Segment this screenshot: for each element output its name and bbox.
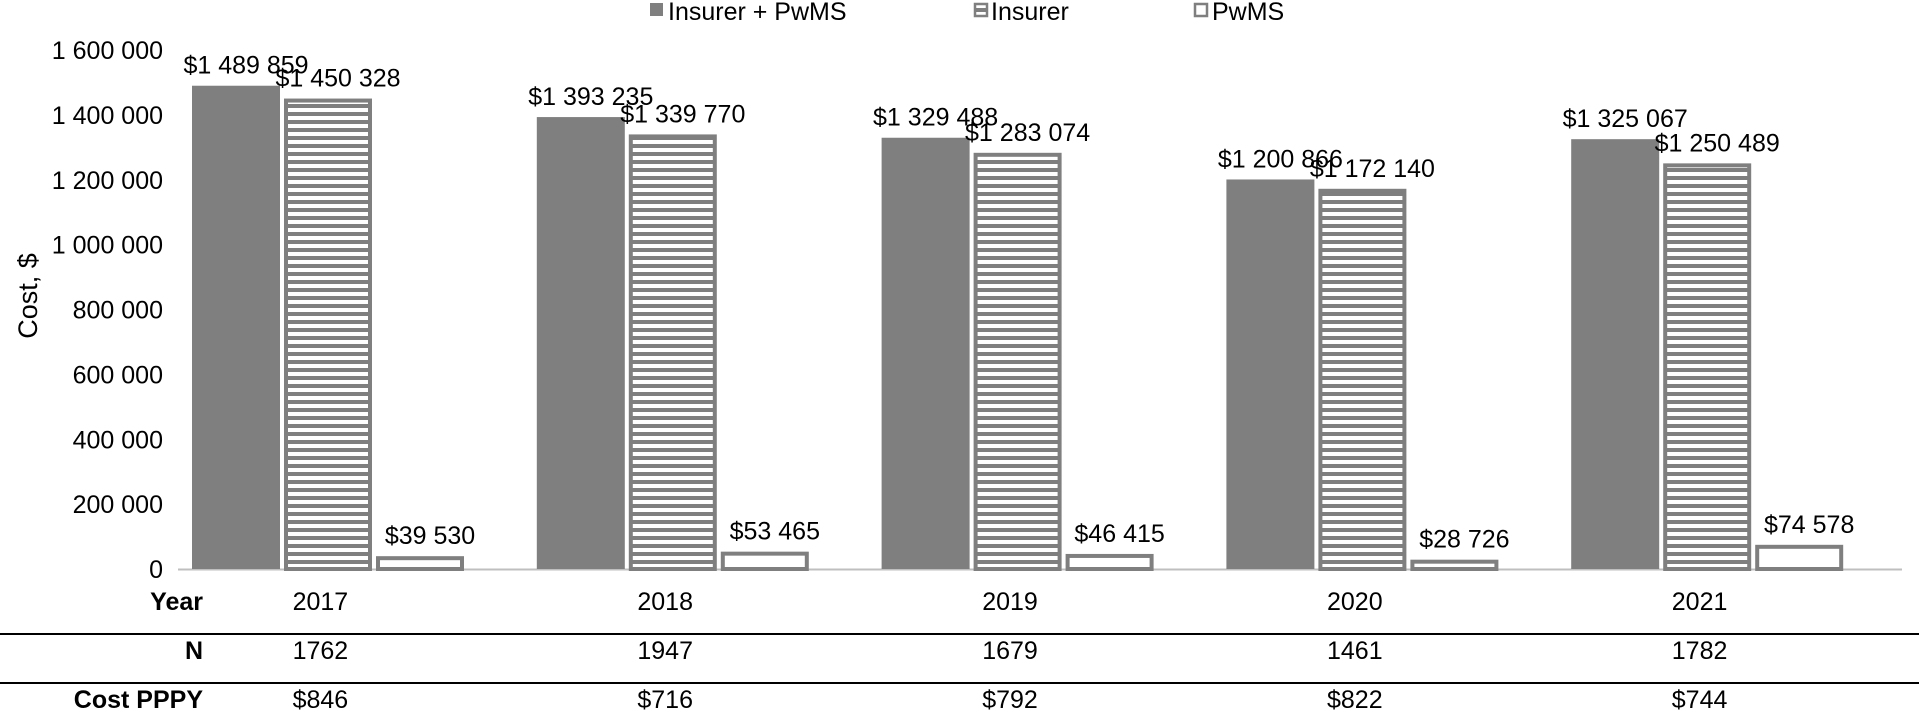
data-label-pwms: $46 415 xyxy=(1074,520,1164,548)
legend-label: Insurer xyxy=(991,0,1069,26)
y-tick-label: 600 000 xyxy=(73,361,163,389)
table-cell: 1762 xyxy=(293,637,349,665)
bar-insurer-plus-pwms xyxy=(1571,139,1660,569)
legend: Insurer + PwMS Insurer PwMS xyxy=(650,0,1284,26)
bar-pwms xyxy=(1065,553,1154,572)
table-row-header: Cost PPPY xyxy=(74,686,204,714)
table-cell: 1679 xyxy=(982,637,1038,665)
bar-insurer xyxy=(284,98,372,571)
y-tick-label: 800 000 xyxy=(73,297,163,325)
bar-insurer xyxy=(1318,188,1407,572)
table-cell: 2021 xyxy=(1672,588,1728,616)
legend-swatch xyxy=(1193,2,1209,18)
table-cell: 1947 xyxy=(637,637,693,665)
y-tick-label: 0 xyxy=(149,556,163,584)
bar-pwms xyxy=(376,556,464,571)
data-label-insurer: $1 450 328 xyxy=(275,65,400,93)
table-cell: 2018 xyxy=(637,588,693,616)
data-label-insurer: $1 283 074 xyxy=(965,119,1090,147)
y-tick-label: 1 600 000 xyxy=(52,37,163,65)
data-labels: $1 489 859 $1 393 235 $1 329 488 $1 200 866… xyxy=(183,52,1854,554)
legend-label: PwMS xyxy=(1212,0,1284,26)
y-tick-label: 1 000 000 xyxy=(52,232,163,260)
y-tick-label: 1 400 000 xyxy=(52,102,163,130)
data-label-insurer: $1 250 489 xyxy=(1655,129,1780,157)
bar-insurer xyxy=(973,152,1062,572)
y-tick-label: 400 000 xyxy=(73,426,163,454)
bar-insurer-plus-pwms xyxy=(1226,179,1315,569)
bar-insurer xyxy=(1663,163,1752,572)
bar-insurer-plus-pwms xyxy=(536,117,625,569)
table-cell: 2020 xyxy=(1327,588,1383,616)
bar-pwms xyxy=(1755,544,1844,572)
table-row-header: N xyxy=(185,637,203,665)
data-label-pwms: $39 530 xyxy=(385,522,475,550)
data-label-pwms: $74 578 xyxy=(1764,511,1854,539)
table-cell: $846 xyxy=(293,686,349,714)
y-tick-label: 1 200 000 xyxy=(52,167,163,195)
bar-pwms xyxy=(1410,559,1499,572)
data-label-insurer-plus-pwms: $1 393 235 xyxy=(528,83,653,111)
bars xyxy=(192,85,1844,572)
table-cell: 1782 xyxy=(1672,637,1728,665)
table-row-header: Year xyxy=(150,588,203,616)
y-tick-label: 200 000 xyxy=(73,491,163,519)
table-cell: 1461 xyxy=(1327,637,1383,665)
table-cell: $792 xyxy=(982,686,1038,714)
data-label-insurer-plus-pwms: $1 325 067 xyxy=(1563,105,1688,133)
bar-pwms xyxy=(720,551,809,571)
data-label-pwms: $28 726 xyxy=(1419,526,1509,554)
data-label-pwms: $53 465 xyxy=(730,518,820,546)
bar-insurer-plus-pwms xyxy=(881,137,970,570)
table-cell: $744 xyxy=(1672,686,1728,714)
legend-swatch xyxy=(973,2,989,18)
data-label-insurer: $1 172 140 xyxy=(1310,155,1435,183)
y-axis: 0 200 000 400 000 600 000 800 000 1 000 000 1 … xyxy=(13,37,1902,584)
y-axis-title: Cost, $ xyxy=(13,253,43,339)
data-label-insurer: $1 339 770 xyxy=(620,100,745,128)
table-cell: $716 xyxy=(637,686,693,714)
bar-insurer-plus-pwms xyxy=(192,85,280,569)
data-label-insurer-plus-pwms: $1 329 488 xyxy=(873,104,998,132)
legend-label: Insurer + PwMS xyxy=(668,0,847,26)
legend-swatch xyxy=(650,3,663,16)
table-cell: 2017 xyxy=(293,588,349,616)
table-cell: $822 xyxy=(1327,686,1383,714)
data-label-insurer-plus-pwms: $1 200 866 xyxy=(1218,145,1343,173)
bar-insurer xyxy=(628,134,717,571)
data-table: Year 2017 2018 2019 2020 2021 N 1762 1947 1679 146… xyxy=(0,588,1919,714)
data-label-insurer-plus-pwms: $1 489 859 xyxy=(183,52,308,80)
table-cell: 2019 xyxy=(982,588,1038,616)
